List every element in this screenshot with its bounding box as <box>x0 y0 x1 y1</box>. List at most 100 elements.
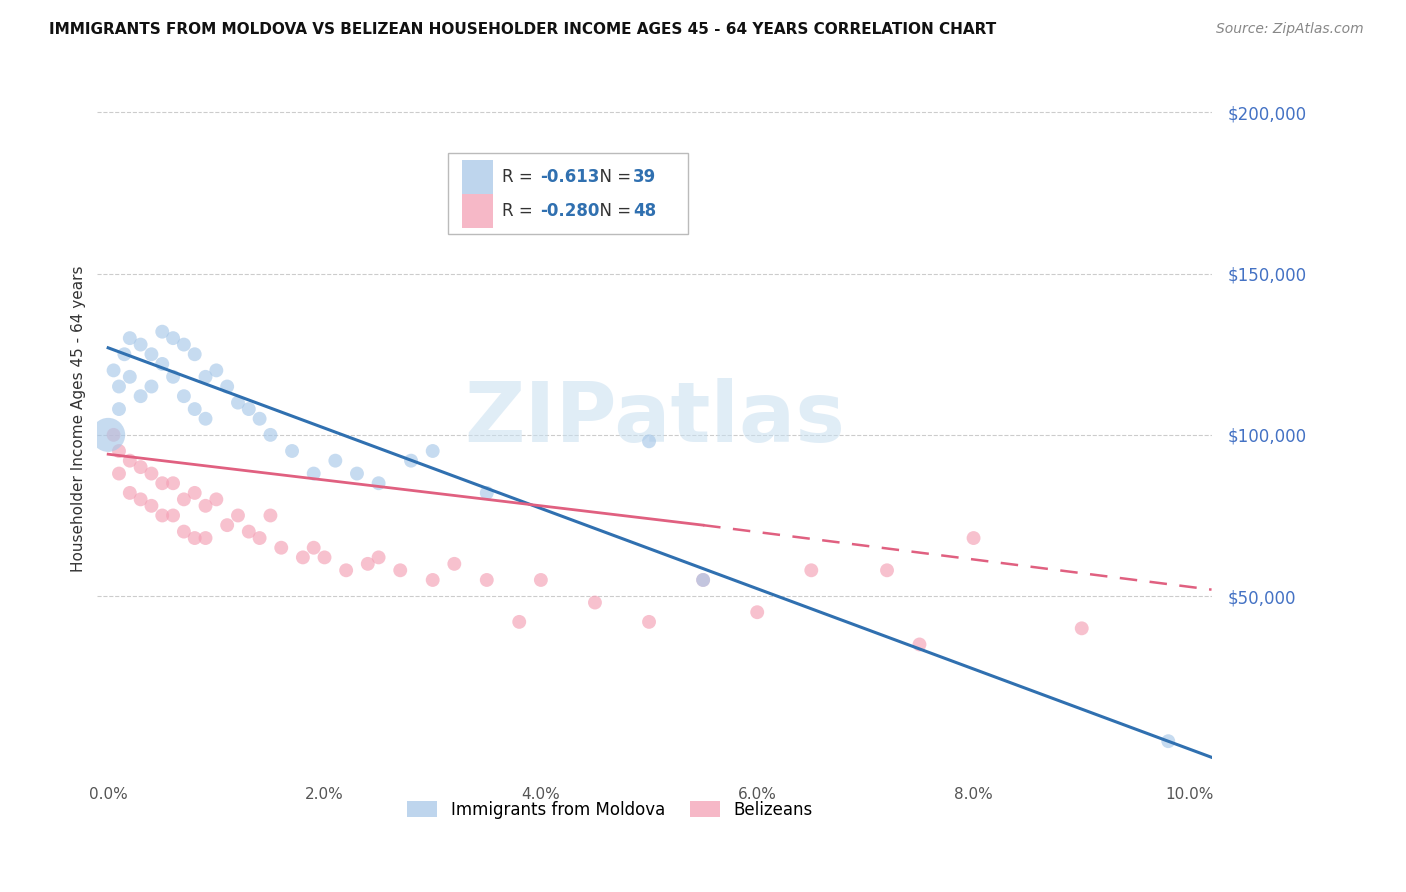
Point <box>183 402 205 417</box>
Point <box>475 573 498 587</box>
Point <box>325 453 347 467</box>
Y-axis label: Householder Income Ages 45 - 64 years: Householder Income Ages 45 - 64 years <box>72 266 86 572</box>
Point <box>150 508 173 523</box>
Point <box>108 444 131 458</box>
Point <box>150 357 173 371</box>
Point <box>118 369 141 384</box>
Point <box>249 531 271 545</box>
Point <box>141 347 163 361</box>
Text: IMMIGRANTS FROM MOLDOVA VS BELIZEAN HOUSEHOLDER INCOME AGES 45 - 64 YEARS CORREL: IMMIGRANTS FROM MOLDOVA VS BELIZEAN HOUS… <box>49 22 997 37</box>
Point <box>97 428 120 442</box>
Point <box>399 453 422 467</box>
Point <box>173 337 195 351</box>
Point <box>335 563 357 577</box>
Point <box>226 395 249 409</box>
Point <box>389 563 412 577</box>
Point <box>281 444 304 458</box>
Point <box>194 499 217 513</box>
Text: -0.613: -0.613 <box>540 169 599 186</box>
Point <box>357 557 380 571</box>
Point <box>129 389 152 403</box>
Point <box>141 499 163 513</box>
FancyBboxPatch shape <box>461 161 494 194</box>
Point <box>129 492 152 507</box>
Point <box>162 369 184 384</box>
Point <box>194 531 217 545</box>
FancyBboxPatch shape <box>461 194 494 228</box>
Point <box>443 557 465 571</box>
Point <box>183 531 205 545</box>
Point <box>217 379 239 393</box>
Point <box>129 460 152 475</box>
Point <box>259 428 281 442</box>
Point <box>183 486 205 500</box>
Point <box>238 402 260 417</box>
Point <box>108 402 131 417</box>
Point <box>103 428 125 442</box>
FancyBboxPatch shape <box>449 153 688 235</box>
Point <box>291 550 314 565</box>
Text: R =: R = <box>502 202 538 220</box>
Point <box>238 524 260 539</box>
Point <box>508 615 530 629</box>
Point <box>150 325 173 339</box>
Point <box>302 467 325 481</box>
Point <box>112 347 135 361</box>
Point <box>108 379 131 393</box>
Point <box>183 347 205 361</box>
Text: 48: 48 <box>633 202 657 220</box>
Point <box>302 541 325 555</box>
Point <box>475 486 498 500</box>
Point <box>217 518 239 533</box>
Text: -0.280: -0.280 <box>540 202 599 220</box>
Point <box>314 550 336 565</box>
Point <box>638 434 661 449</box>
Point <box>162 476 184 491</box>
Point <box>162 508 184 523</box>
Point <box>692 573 714 587</box>
Point <box>205 492 228 507</box>
Point <box>800 563 823 577</box>
Point <box>422 573 444 587</box>
Point <box>908 637 931 651</box>
Point <box>103 363 125 377</box>
Legend: Immigrants from Moldova, Belizeans: Immigrants from Moldova, Belizeans <box>401 794 820 825</box>
Point <box>150 476 173 491</box>
Point <box>129 337 152 351</box>
Point <box>270 541 292 555</box>
Point <box>1070 621 1092 635</box>
Point <box>367 476 389 491</box>
Point <box>692 573 714 587</box>
Point <box>194 411 217 425</box>
Point <box>422 444 444 458</box>
Point <box>367 550 389 565</box>
Point <box>530 573 553 587</box>
Point <box>583 595 606 609</box>
Point <box>259 508 281 523</box>
Text: Source: ZipAtlas.com: Source: ZipAtlas.com <box>1216 22 1364 37</box>
Point <box>205 363 228 377</box>
Point <box>141 379 163 393</box>
Text: ZIPatlas: ZIPatlas <box>464 378 845 459</box>
Point <box>1157 734 1180 748</box>
Point <box>747 605 769 619</box>
Point <box>108 467 131 481</box>
Point <box>249 411 271 425</box>
Point <box>141 467 163 481</box>
Point <box>194 369 217 384</box>
Point <box>962 531 984 545</box>
Point <box>638 615 661 629</box>
Point <box>118 331 141 345</box>
Text: R =: R = <box>502 169 538 186</box>
Point <box>346 467 368 481</box>
Text: N =: N = <box>589 169 636 186</box>
Point <box>876 563 898 577</box>
Point <box>118 486 141 500</box>
Point <box>173 524 195 539</box>
Point <box>173 389 195 403</box>
Point <box>226 508 249 523</box>
Point <box>162 331 184 345</box>
Text: 39: 39 <box>633 169 657 186</box>
Point <box>118 453 141 467</box>
Point <box>173 492 195 507</box>
